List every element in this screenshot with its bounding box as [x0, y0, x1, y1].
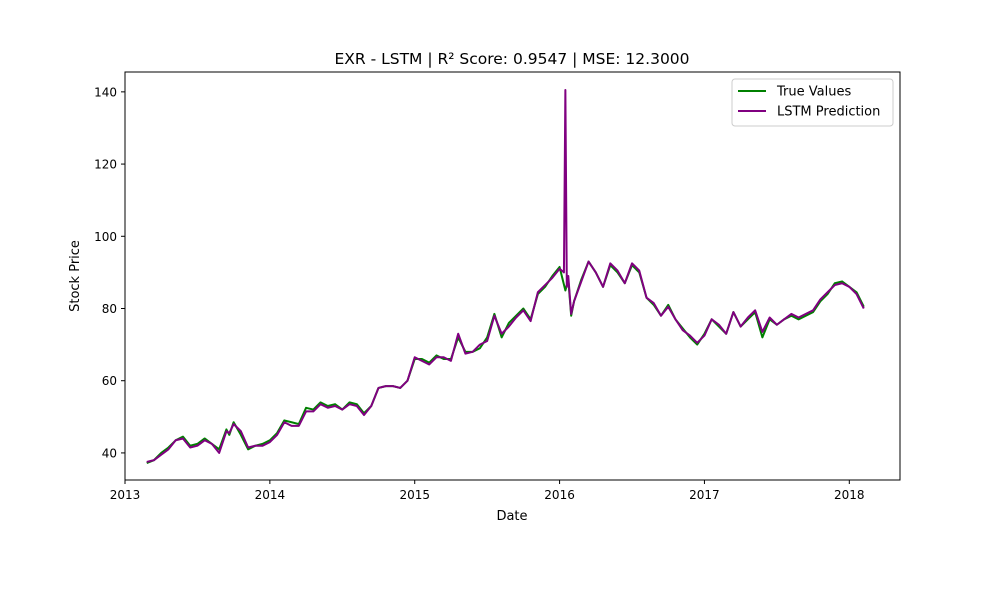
- plot-area: [124, 71, 901, 481]
- y-tick-label: 100: [94, 230, 117, 244]
- y-axis-label: Stock Price: [68, 240, 83, 312]
- x-axis: 2013 2014 2015 2016 2017 2018: [110, 480, 865, 502]
- x-tick-label: 2015: [399, 488, 430, 502]
- y-tick-label: 40: [102, 446, 117, 460]
- y-tick-label: 120: [94, 158, 117, 172]
- x-tick-label: 2017: [689, 488, 720, 502]
- y-axis: 40 60 80 100 120 140: [94, 85, 125, 460]
- legend-label-true-values: True Values: [776, 85, 851, 100]
- series-layer: [146, 89, 865, 464]
- x-tick-label: 2014: [255, 488, 286, 502]
- x-tick-label: 2018: [834, 488, 865, 502]
- series-line-lstm-prediction: [146, 89, 865, 463]
- y-tick-label: 60: [102, 374, 117, 388]
- x-axis-label: Date: [496, 509, 527, 524]
- legend-box: [731, 78, 894, 127]
- legend-label-lstm-prediction: LSTM Prediction: [777, 105, 880, 120]
- y-tick-label: 80: [102, 302, 117, 316]
- legend: True Values LSTM Prediction: [731, 78, 894, 127]
- x-tick-label: 2013: [110, 488, 141, 502]
- chart-title: EXR - LSTM | R² Score: 0.9547 | MSE: 12.…: [334, 50, 689, 68]
- x-tick-label: 2016: [544, 488, 575, 502]
- plot-frame: [124, 71, 901, 481]
- y-tick-label: 140: [94, 85, 117, 99]
